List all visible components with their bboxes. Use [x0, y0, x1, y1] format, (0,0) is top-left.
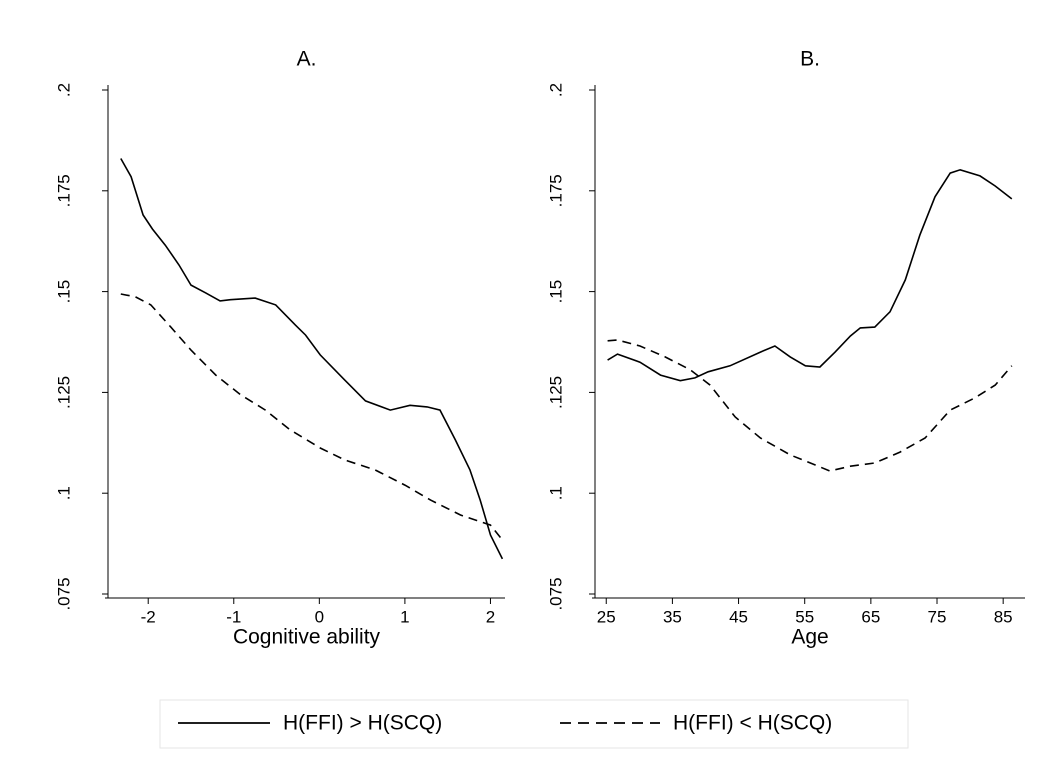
x-tick-label: 55 [795, 607, 814, 626]
x-tick-label: 85 [994, 607, 1013, 626]
series-line [607, 339, 1013, 472]
y-tick-label: .2 [54, 83, 73, 97]
x-tick-label: 25 [597, 607, 616, 626]
x-tick-label: 65 [861, 607, 880, 626]
panel-title: A. [297, 48, 317, 71]
y-tick-label: .075 [54, 577, 73, 610]
x-tick-label: 1 [400, 607, 409, 626]
x-tick-label: 2 [486, 607, 495, 626]
series-line [607, 168, 1013, 382]
y-tick-label: .125 [54, 376, 73, 409]
y-tick-label: .2 [546, 83, 565, 97]
x-tick-label: 0 [315, 607, 324, 626]
series-line [120, 293, 504, 541]
x-tick-label: 45 [729, 607, 748, 626]
y-tick-label: .175 [546, 174, 565, 207]
x-axis-label: Cognitive ability [233, 626, 381, 649]
x-tick-label: -2 [141, 607, 156, 626]
x-axis-label: Age [791, 626, 828, 649]
panel-title: B. [800, 48, 820, 71]
x-tick-label: 35 [663, 607, 682, 626]
y-tick-label: .1 [546, 486, 565, 500]
x-tick-label: 75 [928, 607, 947, 626]
series-line [120, 158, 504, 560]
legend-label: H(FFI) < H(SCQ) [673, 712, 832, 735]
y-tick-label: .15 [546, 280, 565, 304]
y-tick-label: .125 [546, 376, 565, 409]
legend-label: H(FFI) > H(SCQ) [283, 712, 442, 735]
y-tick-label: .15 [54, 280, 73, 304]
y-tick-label: .175 [54, 174, 73, 207]
legend-box [159, 699, 909, 749]
y-tick-label: .1 [54, 486, 73, 500]
x-tick-label: -1 [226, 607, 241, 626]
y-tick-label: .075 [546, 577, 565, 610]
